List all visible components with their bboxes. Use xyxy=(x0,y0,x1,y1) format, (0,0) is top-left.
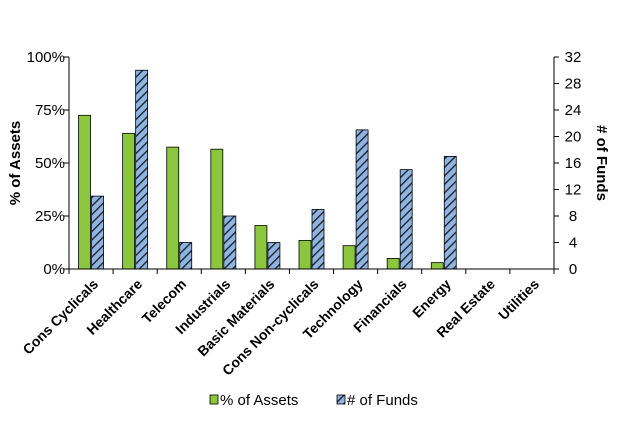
left-tick-label: 25% xyxy=(35,208,65,225)
right-tick-label: 28 xyxy=(565,76,582,93)
plot-area xyxy=(68,57,555,270)
assets-bar-technology xyxy=(342,245,356,270)
right-tick-label: 20 xyxy=(565,129,582,146)
funds-bar-cons-non-cyclicals xyxy=(311,208,325,270)
left-tick-label: 100% xyxy=(27,49,65,66)
category-axis-ticks: Cons CyclicalsHealthcareTelecomIndustria… xyxy=(19,269,555,378)
y2-axis-title: # of Funds xyxy=(593,125,610,201)
right-tick-label: 0 xyxy=(569,261,577,278)
legend-swatch xyxy=(209,394,219,405)
right-tick-label: 4 xyxy=(569,235,577,252)
left-tick-label: 0% xyxy=(43,261,65,278)
funds-bar-energy xyxy=(443,155,457,270)
right-tick-label: 24 xyxy=(565,102,582,119)
legend: % of Assets # of Funds xyxy=(209,392,418,409)
funds-bar-cons-cyclicals xyxy=(91,195,104,270)
funds-bar-industrials xyxy=(223,215,237,270)
assets-bar-cons-non-cyclicals xyxy=(298,239,312,270)
legend-label: # of Funds xyxy=(347,392,418,409)
assets-bar-basic-materials xyxy=(254,225,268,270)
assets-bar-energy xyxy=(430,262,444,270)
legend-label: % of Assets xyxy=(220,392,298,409)
right-tick-label: 8 xyxy=(569,208,577,225)
legend-swatch xyxy=(336,394,346,405)
category-label: Cons Cyclicals xyxy=(19,276,101,358)
assets-bar-cons-cyclicals xyxy=(78,114,91,270)
y-axis-title: % of Assets xyxy=(7,121,24,205)
category-label: Utilities xyxy=(495,276,542,323)
right-axis-ticks: 0 4 8 12 16 20 24 28 32 xyxy=(554,49,581,278)
funds-bar-telecom xyxy=(179,242,193,270)
right-tick-label: 32 xyxy=(565,49,582,66)
category-label: Basic Materials xyxy=(194,276,278,360)
assets-bar-healthcare xyxy=(122,132,136,270)
assets-bar-telecom xyxy=(166,146,180,270)
right-tick-label: 16 xyxy=(565,155,582,172)
assets-bar-financials xyxy=(386,257,400,270)
funds-bar-financials xyxy=(399,169,413,270)
funds-bar-basic-materials xyxy=(267,242,281,270)
assets-bar-industrials xyxy=(210,148,224,270)
left-axis-ticks: 0% 25% 50% 75% 100% xyxy=(27,49,69,278)
funds-bar-healthcare xyxy=(135,69,149,270)
left-tick-label: 50% xyxy=(35,155,65,172)
left-tick-label: 75% xyxy=(35,102,65,119)
funds-bar-technology xyxy=(355,129,369,270)
right-tick-label: 12 xyxy=(565,182,582,199)
